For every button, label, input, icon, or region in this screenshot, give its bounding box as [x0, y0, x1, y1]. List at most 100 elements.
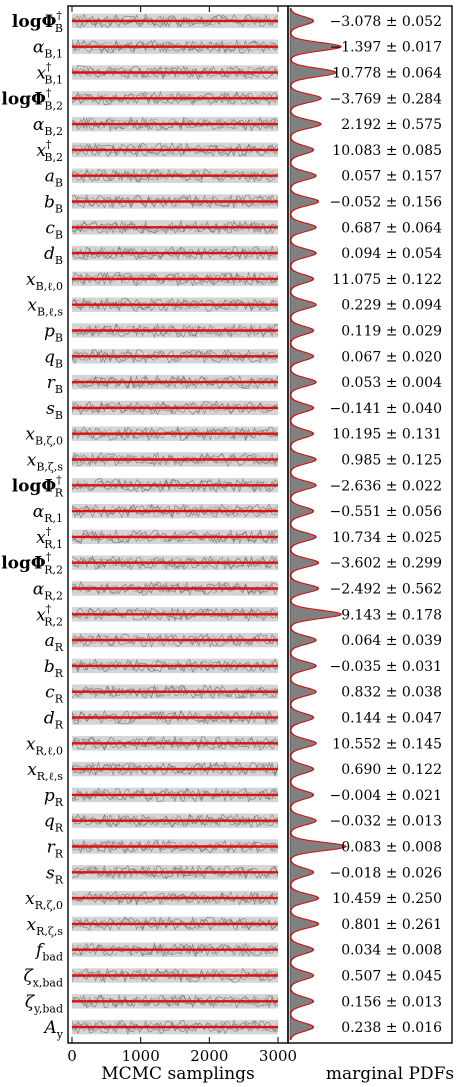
trace-band — [71, 38, 279, 55]
parameter-value: 0.144 ± 0.047 — [341, 711, 442, 727]
trace-band — [71, 915, 279, 932]
trace-walker — [71, 376, 279, 388]
parameter-value: −2.492 ± 0.562 — [329, 582, 442, 598]
x-tick-label: 3000 — [259, 1047, 297, 1065]
pdf-fit-curve — [290, 317, 315, 344]
marginal-pdf — [289, 523, 317, 551]
marginal-pdf — [289, 807, 317, 834]
parameter-label: xB,ℓ,0 — [26, 270, 63, 293]
trace-walker — [71, 711, 279, 724]
pdf-fill — [289, 781, 314, 809]
pdf-fill — [289, 343, 314, 370]
parameter-label: fbad — [34, 941, 63, 964]
x-tick-label: 0 — [67, 1047, 77, 1065]
trace-walker — [71, 812, 279, 829]
marginal-pdf — [289, 678, 317, 705]
parameter-value: 0.801 ± 0.261 — [341, 917, 442, 933]
trace-band — [71, 271, 279, 287]
marginal-pdf — [289, 652, 317, 680]
pdf-fill — [289, 420, 314, 447]
parameter-value: −0.551 ± 0.056 — [329, 504, 442, 520]
trace-band — [71, 348, 279, 364]
parameter-value: 0.094 ± 0.054 — [341, 246, 442, 262]
pdf-panel-frame — [287, 5, 453, 1044]
marginal-pdf — [289, 136, 315, 164]
x-axis-label: MCMC samplings — [101, 1064, 255, 1084]
pdf-fit-curve — [290, 652, 317, 679]
marginal-pdf — [289, 265, 315, 293]
trace-walker — [71, 38, 279, 55]
parameter-value: 11.075 ± 0.122 — [332, 272, 442, 288]
pdf-fit-curve — [290, 162, 317, 189]
trace-walker — [71, 374, 279, 390]
trace-band — [71, 90, 279, 106]
trace-band — [71, 735, 279, 751]
pdf-fit-curve — [290, 343, 315, 370]
trace-band — [71, 65, 279, 80]
trace-band — [71, 839, 279, 854]
marginal-pdf — [289, 343, 315, 370]
parameter-label: αR,1 — [33, 502, 63, 525]
parameter-value: 2.192 ± 0.575 — [341, 117, 442, 133]
parameter-value: −0.004 ± 0.021 — [329, 788, 442, 804]
marginal-pdf — [289, 188, 320, 215]
parameter-value: 9.143 ± 0.178 — [341, 607, 442, 623]
trace-band — [71, 890, 279, 906]
parameter-value: 0.687 ± 0.064 — [341, 220, 442, 236]
trace-walker — [71, 942, 279, 957]
parameter-value: −3.078 ± 0.052 — [329, 14, 442, 30]
parameter-label: ζy,bad — [25, 992, 63, 1015]
pdf-fit-curve — [290, 188, 320, 215]
marginal-pdf — [289, 755, 315, 783]
marginal-pdf — [289, 833, 348, 860]
parameter-label: aR — [45, 631, 64, 654]
parameter-label: dB — [44, 244, 63, 267]
pdf-fit-curve — [290, 807, 317, 834]
trace-band — [71, 374, 279, 390]
marginal-pdf — [289, 214, 317, 241]
trace-walker — [71, 349, 279, 364]
pdf-fit-curve — [290, 7, 315, 34]
pdf-fit-curve — [290, 472, 317, 499]
parameter-value: 10.459 ± 0.250 — [332, 891, 442, 907]
parameter-label: bR — [44, 657, 64, 680]
x-tick-label: 1000 — [122, 1047, 160, 1065]
parameter-label: cB — [45, 218, 63, 241]
pdf-fill — [289, 730, 316, 757]
parameter-label: x† R,2 — [36, 602, 63, 628]
parameter-label: bB — [44, 193, 63, 216]
parameter-label: pB — [44, 322, 63, 345]
marginal-pdf — [289, 368, 317, 396]
pdf-fill — [289, 497, 314, 525]
trace-band — [71, 425, 279, 442]
trace-walker — [71, 219, 279, 235]
pdf-fill — [289, 962, 314, 989]
trace-walker — [71, 943, 279, 957]
parameter-value: 0.690 ± 0.122 — [341, 762, 442, 778]
trace-walker — [71, 168, 279, 183]
pdf-fit-curve — [290, 394, 315, 421]
trace-walker — [71, 532, 279, 542]
pdf-fill — [289, 291, 316, 318]
trace-band — [71, 761, 279, 777]
parameter-label: logΦ† R — [12, 473, 64, 499]
pdf-fit-curve — [290, 420, 315, 447]
parameter-value: 10.552 ± 0.145 — [332, 736, 442, 752]
marginal-pdf — [289, 704, 315, 731]
trace-walker — [71, 891, 279, 906]
parameter-label: αB,2 — [33, 115, 63, 138]
pdf-fill — [289, 936, 314, 963]
marginal-pdf — [289, 291, 317, 318]
marginal-pdf — [289, 1013, 315, 1041]
trace-band — [71, 658, 279, 674]
marginal-pdf — [289, 626, 317, 654]
pdf-fill — [289, 472, 316, 499]
parameter-label: xR,ζ,0 — [25, 889, 63, 912]
marginal-pdf — [289, 884, 320, 912]
parameter-value: 0.507 ± 0.045 — [341, 969, 442, 985]
trace-walker — [71, 761, 279, 777]
parameter-value: 0.119 ± 0.029 — [341, 324, 442, 340]
trace-band — [71, 787, 279, 803]
pdf-fit-curve — [290, 781, 315, 808]
